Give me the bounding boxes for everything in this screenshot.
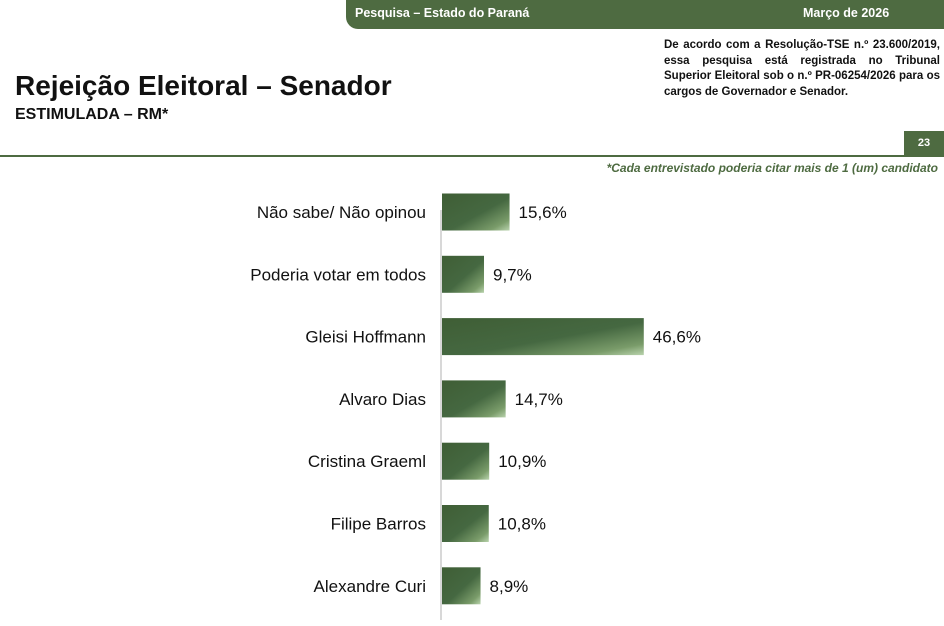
category-label: Alexandre Curi (314, 577, 426, 596)
bar (442, 567, 481, 605)
bar (442, 380, 506, 418)
registration-notice: De acordo com a Resolução-TSE n.º 23.600… (664, 39, 940, 98)
category-label: Cristina Graeml (308, 452, 426, 471)
value-label: 46,6% (653, 328, 701, 347)
bar (442, 505, 489, 542)
category-label: Filipe Barros (331, 515, 426, 534)
category-label: Alvaro Dias (339, 390, 426, 409)
category-label: Não sabe/ Não opinou (257, 203, 426, 222)
value-label: 8,9% (490, 577, 529, 596)
bars-group: Não sabe/ Não opinou 15,6% Poderia votar e… (250, 193, 701, 605)
bar (442, 442, 490, 480)
value-label: 10,9% (498, 452, 546, 471)
page-number: 23 (904, 131, 944, 155)
bar (442, 318, 644, 356)
chart-title: Rejeição Eleitoral – Senador (15, 70, 392, 101)
survey-label: Pesquisa – Estado do Paraná (355, 6, 530, 20)
category-label: Gleisi Hoffmann (305, 328, 426, 347)
bar (442, 193, 510, 231)
category-label: Poderia votar em todos (250, 265, 426, 284)
value-label: 9,7% (493, 265, 532, 284)
value-label: 10,8% (498, 515, 546, 534)
value-label: 14,7% (515, 390, 563, 409)
chart-subtitle: ESTIMULADA – RM* (15, 106, 169, 123)
header-divider (0, 155, 944, 157)
chart-footnote: *Cada entrevistado poderia citar mais de… (606, 161, 938, 175)
date-label: Março de 2026 (803, 6, 890, 20)
value-label: 15,6% (519, 203, 567, 222)
bar (442, 255, 485, 293)
header-bar: Pesquisa – Estado do Paraná Março de 202… (346, 0, 944, 29)
